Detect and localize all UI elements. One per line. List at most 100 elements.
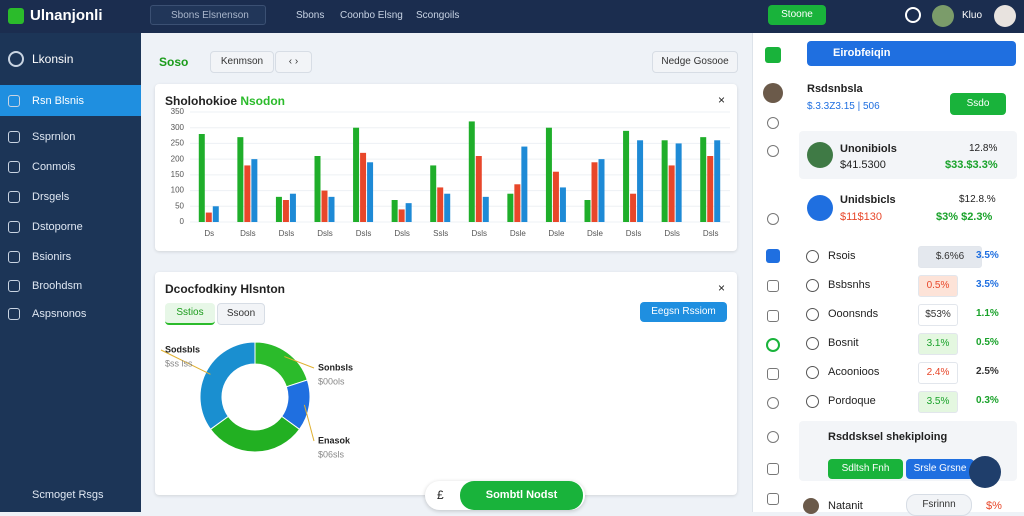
button[interactable]: Ssdo [950, 93, 1006, 115]
nav-item[interactable]: Ssprnlon [32, 131, 76, 143]
nav-item[interactable]: Broohdsm [32, 280, 83, 292]
avatar [803, 498, 819, 514]
button[interactable]: Sdltsh Fnh [828, 459, 903, 479]
icon[interactable] [767, 117, 779, 129]
top-bar: Ulnanjonli Sbons Elsnenson Sbons Coonbo … [0, 0, 1024, 33]
icon [8, 95, 20, 107]
row-label: Bsbsnhs [828, 279, 871, 291]
brand-icon [8, 51, 24, 67]
footer-text: $% [986, 500, 1002, 512]
footer-button[interactable]: Fsrinnn [906, 494, 972, 516]
row-icon [806, 395, 819, 408]
row-value: 0.5% [918, 275, 958, 297]
icon[interactable] [766, 249, 780, 263]
icon[interactable] [767, 145, 779, 157]
avatar[interactable] [932, 5, 954, 27]
close[interactable]: × [717, 93, 725, 107]
brand: Lkonsin [32, 52, 74, 66]
close[interactable]: × [717, 281, 725, 295]
row-value: 3.5% [918, 391, 958, 413]
row-change: 0.3% [976, 395, 999, 406]
floating-icon[interactable]: £ [437, 488, 444, 502]
avatar [807, 195, 833, 221]
icon[interactable] [767, 213, 779, 225]
row-change: 3.5% [976, 279, 999, 290]
row-label: Acoonioos [828, 366, 880, 378]
logo-icon [8, 8, 24, 24]
row-value: 2.4% [918, 362, 958, 384]
sidebar: Lkonsin Rsn Blsnis Ssprnlon Conmois Drsg… [0, 33, 141, 512]
row-icon [806, 366, 819, 379]
card-pct: $12.8.% [959, 194, 996, 205]
icon [8, 221, 20, 233]
row-icon [806, 279, 819, 292]
nav-item[interactable]: Conmois [32, 161, 76, 173]
nav-item[interactable]: Scongoils [416, 10, 460, 21]
icon[interactable] [767, 397, 779, 409]
search[interactable]: Sbons Elsnenson [150, 5, 266, 25]
icon [8, 308, 20, 320]
button[interactable]: Kenmson [210, 51, 274, 73]
card-change: $33.$3.3% [945, 159, 998, 171]
card-name: Unonibiols [840, 143, 897, 155]
nav-item[interactable]: Sbons [296, 10, 325, 21]
tab[interactable]: Ssoon [217, 303, 265, 325]
icon[interactable] [767, 368, 779, 380]
row-icon [806, 337, 819, 350]
button[interactable]: Srsle Grsne [906, 459, 974, 479]
icon [8, 131, 20, 143]
user-name: Kluo [962, 10, 983, 21]
chat-button[interactable] [969, 456, 1001, 488]
card-value: $11$130 [840, 211, 883, 223]
amount: $.3.3Z3.15 | 506 [807, 101, 880, 112]
button[interactable]: Nedge Gosooe [652, 51, 738, 73]
button[interactable]: ‹ › [275, 51, 312, 73]
footer-text: Natanit [828, 500, 863, 512]
avatar[interactable] [763, 83, 783, 103]
icon [8, 191, 20, 203]
row-label: Pordoque [828, 395, 876, 407]
logo: Ulnanjonli [30, 7, 103, 24]
avatar[interactable] [994, 5, 1016, 27]
icon[interactable] [765, 47, 781, 63]
nav-item[interactable]: Bsionirs [32, 251, 72, 263]
icon [8, 161, 20, 173]
icon[interactable] [767, 280, 779, 292]
row-value: $53% [918, 304, 958, 326]
floating-button[interactable]: Sombtl Nodst [460, 481, 583, 510]
row-label: Rsois [828, 250, 856, 262]
avatar [807, 142, 833, 168]
row-icon [806, 250, 819, 263]
icon [8, 251, 20, 263]
footer-item[interactable]: Scmoget Rsgs [32, 489, 104, 501]
tab[interactable]: Sstios [165, 303, 215, 325]
top-button[interactable]: Stoone [768, 5, 826, 25]
nav-item[interactable]: Dstoporne [32, 221, 83, 233]
active-item[interactable] [0, 85, 141, 116]
row-icon [806, 308, 819, 321]
icon[interactable] [767, 463, 779, 475]
icon[interactable] [767, 431, 779, 443]
nav-item[interactable]: Aspsnonos [32, 308, 87, 320]
nav-item[interactable]: Rsn Blsnis [32, 95, 84, 107]
row-change: 3.5% [976, 250, 999, 261]
donut-card: Dcocfodkiny Hlsnton × Sstios Ssoon Eegsn… [155, 272, 737, 495]
card-change: $3% $2.3% [936, 211, 993, 223]
right-panel: Eirobfeiqin Rsdsnbsla $.3.3Z3.15 | 506 S… [793, 33, 1024, 516]
row-change: 0.5% [976, 337, 999, 348]
nav-item[interactable]: Drsgels [32, 191, 70, 203]
label: Rsdsnbsla [807, 83, 863, 95]
icon[interactable] [767, 493, 779, 505]
title: Sholohokioe [165, 94, 237, 108]
row-label: Ooonsnds [828, 308, 879, 320]
bell[interactable] [905, 7, 921, 23]
page-title: Soso [159, 55, 189, 69]
row-value: $.6%6 [918, 246, 982, 268]
icon[interactable] [767, 310, 779, 322]
row-change: 2.5% [976, 366, 999, 377]
button[interactable]: Eegsn Rssiom [640, 302, 727, 322]
bar-card: Sholohokioe Nsodon × [155, 84, 737, 251]
icon[interactable] [766, 338, 780, 352]
nav-item[interactable]: Coonbo Elsng [340, 10, 403, 21]
